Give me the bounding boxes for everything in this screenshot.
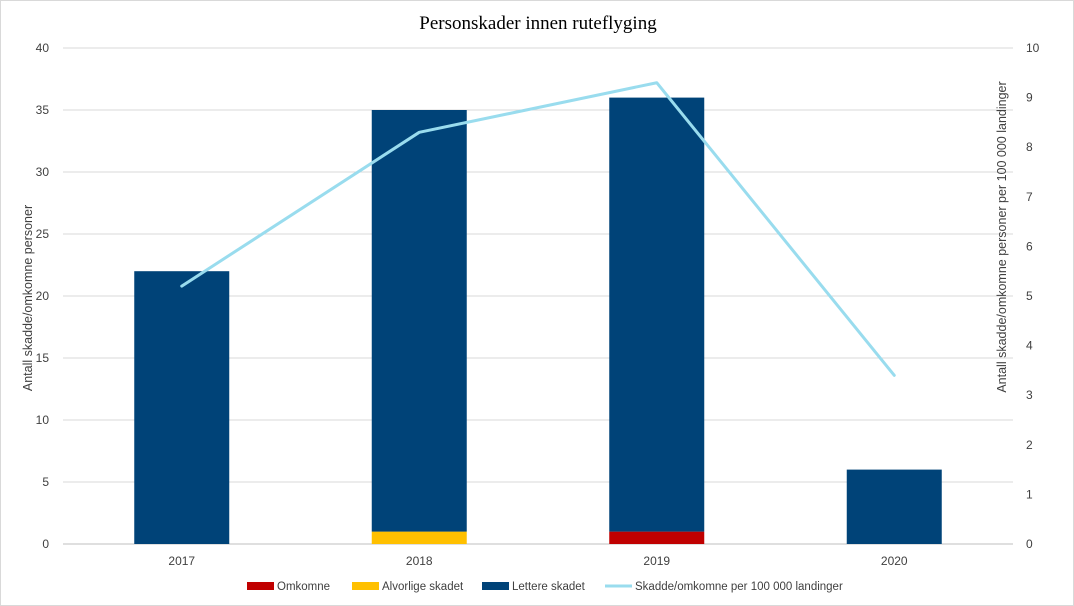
bar-lettere-skadet-2017 [134,271,230,544]
y2-tick-label: 6 [1026,239,1033,253]
y-tick-label: 40 [36,41,50,55]
y2-tick-label: 1 [1026,487,1033,501]
y-tick-label: 0 [42,537,49,551]
line-series [180,81,896,377]
legend: Omkomne Alvorlige skadet Lettere skadet Ska… [247,581,843,593]
y2-tick-label: 10 [1026,41,1040,55]
bar-alvorlige-skadet-2018 [371,531,467,544]
y2-tick-label: 7 [1026,190,1033,204]
y-tick-label: 10 [36,413,50,427]
chart-title: Personskader innen ruteflyging [419,13,657,34]
bar-series [134,97,942,544]
bar-lettere-skadet-2018 [371,110,467,532]
y-tick-label: 25 [36,227,50,241]
y2-tick-label: 3 [1026,388,1033,402]
y-tick-label: 5 [42,475,49,489]
x-tick-label: 2018 [406,554,433,568]
y-tick-label: 15 [36,351,50,365]
legend-label: Alvorlige skadet [382,581,464,593]
y-tick-label: 20 [36,289,50,303]
y2-tick-label: 5 [1026,289,1033,303]
legend-label: Lettere skadet [512,581,586,593]
y-axis-right-title: Antall skadde/omkomne personer per 100 0… [995,81,1009,392]
x-tick-label: 2019 [643,554,670,568]
legend-swatch [247,582,274,590]
y-axis-right-ticks: 0 1 2 3 4 5 6 7 8 9 10 [1026,41,1040,551]
legend-swatch [352,582,379,590]
y2-tick-label: 4 [1026,339,1033,353]
x-axis-ticks: 2017 2018 2019 2020 [168,554,908,568]
y2-tick-label: 2 [1026,438,1033,452]
bar-lettere-skadet-2019 [609,97,705,532]
legend-label: Omkomne [277,581,330,593]
y-axis-left-title: Antall skadde/omkomne personer [21,205,35,391]
y-tick-label: 30 [36,165,50,179]
y2-tick-label: 8 [1026,140,1033,154]
bar-omkomne-2019 [609,531,705,544]
x-tick-label: 2020 [881,554,908,568]
y2-tick-label: 9 [1026,91,1033,105]
y-tick-label: 35 [36,103,50,117]
line-rate-per-100000 [180,81,896,377]
y-axis-left-ticks: 0 5 10 15 20 25 30 35 40 [36,41,50,551]
bar-lettere-skadet-2020 [846,469,942,544]
y2-tick-label: 0 [1026,537,1033,551]
legend-label: Skadde/omkomne per 100 000 landinger [635,581,843,593]
x-tick-label: 2017 [168,554,195,568]
legend-swatch [482,582,509,590]
